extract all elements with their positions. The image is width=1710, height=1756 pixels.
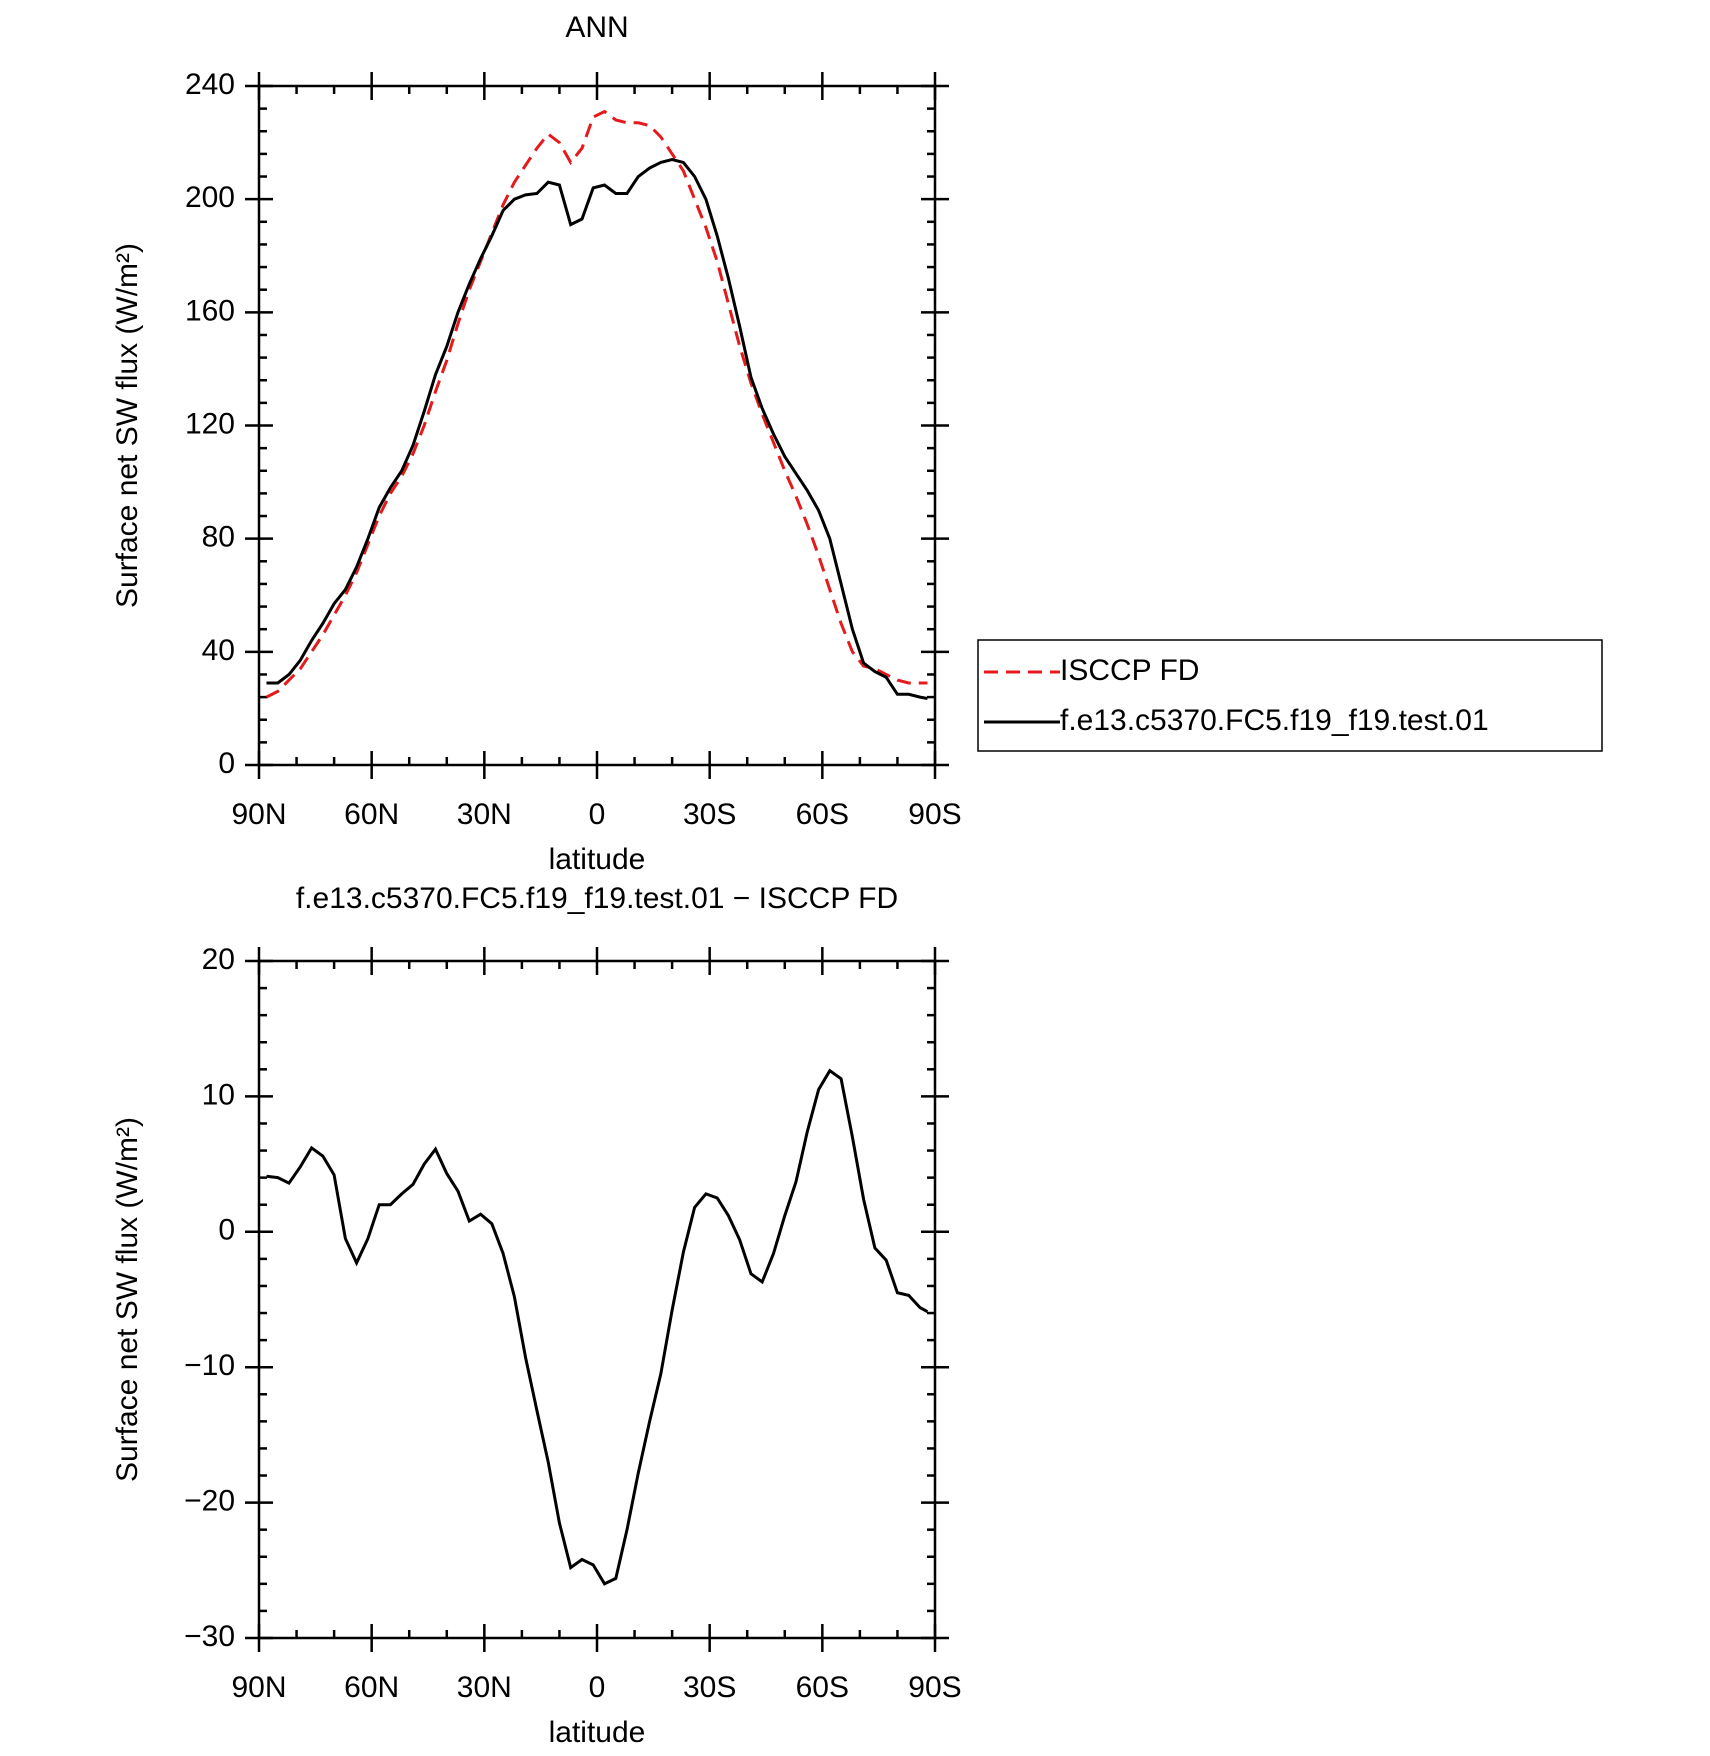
- y-tick-label: 20: [202, 943, 235, 976]
- data-line: [265, 109, 928, 699]
- y-tick-label: 0: [218, 1214, 235, 1247]
- y-axis-title: Surface net SW flux (W/m²): [111, 243, 144, 608]
- x-tick-label: 90S: [908, 1671, 961, 1704]
- y-tick-label: 10: [202, 1078, 235, 1111]
- x-tick-label: 60S: [796, 798, 849, 831]
- x-axis-title: latitude: [549, 1716, 646, 1749]
- legend-label: f.e13.c5370.FC5.f19_f19.test.01: [1060, 704, 1489, 737]
- x-tick-label: 60S: [796, 1671, 849, 1704]
- y-tick-label: 120: [185, 407, 235, 440]
- x-tick-label: 60N: [344, 1671, 399, 1704]
- y-tick-label: 240: [185, 68, 235, 101]
- data-line: [266, 1068, 929, 1586]
- y-tick-label: −30: [184, 1620, 235, 1653]
- x-tick-label: 30N: [457, 798, 512, 831]
- legend-label: ISCCP FD: [1060, 654, 1199, 687]
- y-tick-label: 40: [202, 634, 235, 667]
- x-tick-label: 90N: [231, 1671, 286, 1704]
- x-axis-title: latitude: [549, 843, 646, 876]
- y-axis-title: Surface net SW flux (W/m²): [111, 1117, 144, 1482]
- y-tick-label: 200: [185, 181, 235, 214]
- chart-title: f.e13.c5370.FC5.f19_f19.test.01 − ISCCP …: [296, 882, 898, 915]
- data-line: [266, 158, 928, 700]
- chart-title: ANN: [565, 11, 628, 44]
- x-tick-label: 30S: [683, 1671, 736, 1704]
- y-tick-label: −10: [184, 1349, 235, 1382]
- x-tick-label: 0: [589, 798, 606, 831]
- x-tick-label: 30S: [683, 798, 736, 831]
- y-tick-label: −20: [184, 1485, 235, 1518]
- y-tick-label: 0: [218, 747, 235, 780]
- legend-box: [977, 639, 1603, 752]
- x-tick-label: 0: [589, 1671, 606, 1704]
- x-tick-label: 90S: [908, 798, 961, 831]
- plot-frame: [257, 959, 937, 1640]
- y-tick-label: 160: [185, 294, 235, 327]
- x-tick-label: 30N: [457, 1671, 512, 1704]
- x-tick-label: 60N: [344, 798, 399, 831]
- x-tick-label: 90N: [231, 798, 286, 831]
- y-tick-label: 80: [202, 521, 235, 554]
